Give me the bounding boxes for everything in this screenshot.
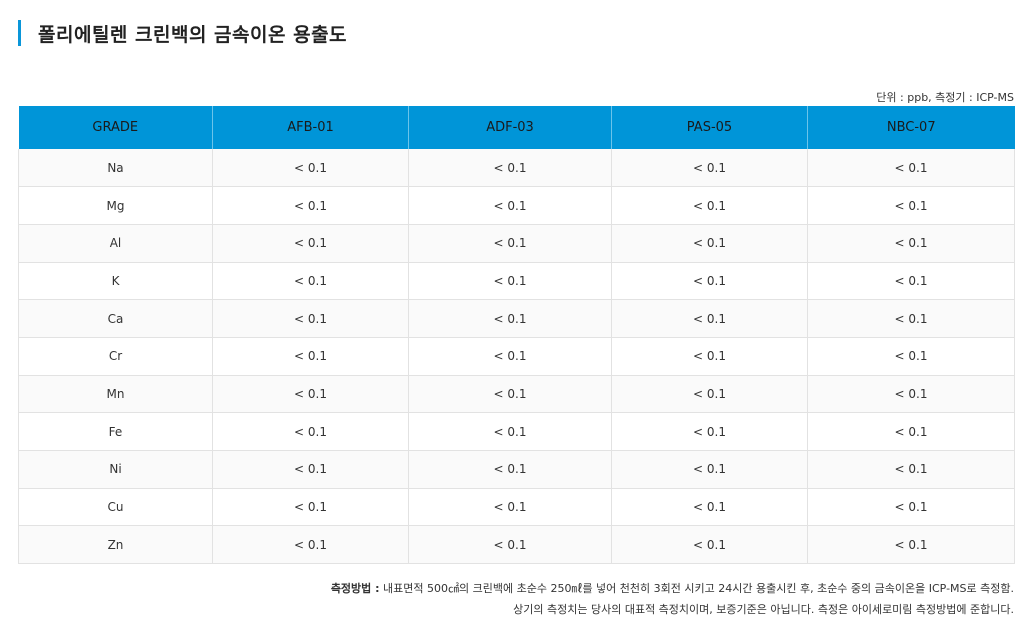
value-cell: < 0.1 [807,412,1015,451]
value-cell: < 0.1 [611,488,808,527]
value-cell: < 0.1 [611,525,808,565]
element-name-cell: Mn [18,375,213,414]
value-cell: < 0.1 [212,375,409,414]
value-cell: < 0.1 [611,412,808,451]
table-row: Fe < 0.1 < 0.1 < 0.1 < 0.1 [18,412,1015,451]
value-cell: < 0.1 [611,337,808,376]
value-cell: < 0.1 [807,262,1015,301]
column-header-grade: GRADE [18,106,213,149]
value-cell: < 0.1 [807,337,1015,376]
element-name-cell: Al [18,224,213,263]
value-cell: < 0.1 [212,224,409,263]
column-header-adf-03: ADF-03 [408,106,612,149]
value-cell: < 0.1 [807,149,1015,188]
value-cell: < 0.1 [408,412,612,451]
measurement-method-text: 내표면적 500㎠의 크린백에 초순수 250㎖를 넣어 천천히 3회전 시키고… [379,582,1014,595]
value-cell: < 0.1 [408,149,612,188]
page-title: 폴리에틸렌 크린백의 금속이온 용출도 [38,23,348,46]
element-name-cell: Cu [18,488,213,527]
table-header-row: GRADE AFB-01 ADF-03 PAS-05 NBC-07 [18,106,1015,149]
value-cell: < 0.1 [212,262,409,301]
value-cell: < 0.1 [212,412,409,451]
value-cell: < 0.1 [408,299,612,338]
value-cell: < 0.1 [212,186,409,225]
element-name-cell: K [18,262,213,301]
column-header-afb-01: AFB-01 [212,106,409,149]
measurement-method-note: 측정방법 : 내표면적 500㎠의 크린백에 초순수 250㎖를 넣어 천천히 … [331,580,1014,596]
value-cell: < 0.1 [212,525,409,565]
value-cell: < 0.1 [807,299,1015,338]
measurement-method-label: 측정방법 : [330,582,380,595]
value-cell: < 0.1 [611,186,808,225]
value-cell: < 0.1 [212,488,409,527]
table-row: Mn < 0.1 < 0.1 < 0.1 < 0.1 [18,375,1015,414]
value-cell: < 0.1 [408,224,612,263]
table-row: Ni < 0.1 < 0.1 < 0.1 < 0.1 [18,450,1015,489]
value-cell: < 0.1 [611,262,808,301]
metal-ion-table: GRADE AFB-01 ADF-03 PAS-05 NBC-07 Na < 0.1 < 0… [18,106,1015,565]
value-cell: < 0.1 [807,450,1015,489]
element-name-cell: Mg [18,186,213,225]
value-cell: < 0.1 [807,375,1015,414]
value-cell: < 0.1 [807,488,1015,527]
table-row: Ca < 0.1 < 0.1 < 0.1 < 0.1 [18,299,1015,338]
value-cell: < 0.1 [807,186,1015,225]
value-cell: < 0.1 [408,337,612,376]
value-cell: < 0.1 [408,375,612,414]
element-name-cell: Ca [18,299,213,338]
disclaimer-note: 상기의 측정치는 당사의 대표적 측정치이며, 보증기준은 아닙니다. 측정은 … [513,603,1014,616]
element-name-cell: Fe [18,412,213,451]
table-row: Na < 0.1 < 0.1 < 0.1 < 0.1 [18,149,1015,188]
value-cell: < 0.1 [212,149,409,188]
element-name-cell: Na [18,149,213,188]
table-row: Al < 0.1 < 0.1 < 0.1 < 0.1 [18,224,1015,263]
value-cell: < 0.1 [611,149,808,188]
value-cell: < 0.1 [408,262,612,301]
value-cell: < 0.1 [212,450,409,489]
value-cell: < 0.1 [408,450,612,489]
column-header-pas-05: PAS-05 [611,106,808,149]
value-cell: < 0.1 [408,525,612,565]
table-row: K < 0.1 < 0.1 < 0.1 < 0.1 [18,262,1015,301]
table-row: Zn < 0.1 < 0.1 < 0.1 < 0.1 [18,525,1015,565]
table-row: Cr < 0.1 < 0.1 < 0.1 < 0.1 [18,337,1015,376]
element-name-cell: Cr [18,337,213,376]
value-cell: < 0.1 [212,299,409,338]
table-row: Mg < 0.1 < 0.1 < 0.1 < 0.1 [18,186,1015,225]
value-cell: < 0.1 [807,525,1015,565]
value-cell: < 0.1 [408,186,612,225]
value-cell: < 0.1 [408,488,612,527]
column-header-nbc-07: NBC-07 [807,106,1015,149]
page-title-wrap: 폴리에틸렌 크린백의 금속이온 용출도 [18,20,347,46]
value-cell: < 0.1 [807,224,1015,263]
value-cell: < 0.1 [212,337,409,376]
value-cell: < 0.1 [611,224,808,263]
element-name-cell: Ni [18,450,213,489]
value-cell: < 0.1 [611,450,808,489]
table-body: Na < 0.1 < 0.1 < 0.1 < 0.1 Mg < 0.1 < 0.1 < 0.1 <… [18,149,1015,565]
value-cell: < 0.1 [611,375,808,414]
value-cell: < 0.1 [611,299,808,338]
element-name-cell: Zn [18,525,213,565]
unit-note: 단위 : ppb, 측정기 : ICP-MS [876,91,1014,104]
title-accent-bar [18,20,21,46]
table-row: Cu < 0.1 < 0.1 < 0.1 < 0.1 [18,488,1015,527]
